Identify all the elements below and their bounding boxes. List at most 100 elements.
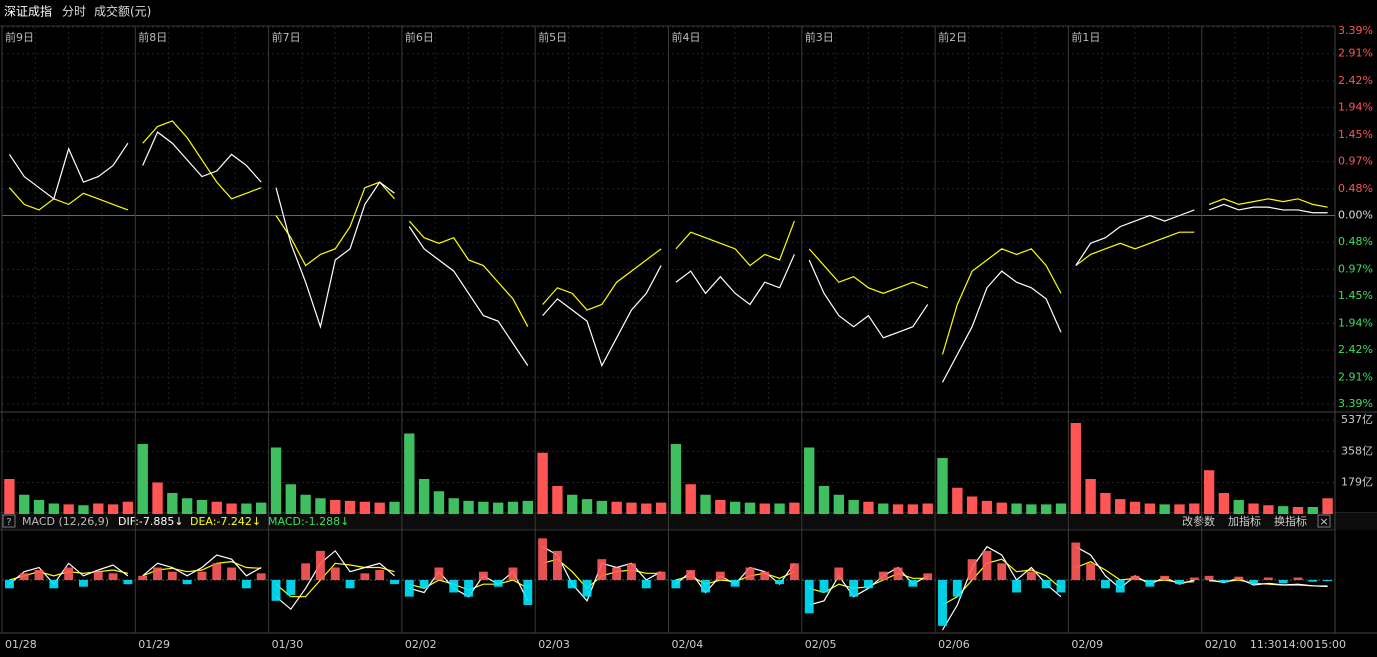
macd-bar (819, 580, 829, 593)
macd-bar (908, 580, 918, 587)
macd-bar (108, 573, 118, 580)
volume-bar (93, 503, 104, 514)
macd-bar (1130, 575, 1140, 580)
volume-bar (1218, 492, 1230, 514)
macd-bar (1234, 576, 1244, 580)
day-offset-label: 前2日 (938, 30, 967, 44)
button[interactable]: 改参数 (1182, 514, 1215, 528)
close-box[interactable] (1317, 514, 1331, 528)
macd-bar (641, 580, 651, 589)
volume-bar (1129, 501, 1141, 514)
y-tick-label: 1.94% (1338, 316, 1373, 329)
macd-bar (478, 571, 488, 580)
x-date-label: 02/02 (405, 638, 437, 651)
y-tick-label: 2.42% (1338, 343, 1373, 356)
macd-bar (715, 571, 725, 580)
volume-bar (567, 494, 578, 514)
volume-bar (1233, 499, 1244, 514)
avg-line (941, 248, 1062, 355)
macd-bar (212, 563, 222, 580)
price-line (142, 131, 262, 183)
volume-bar (256, 502, 267, 514)
price-line (542, 265, 662, 368)
macd-bar (375, 570, 385, 580)
volume-bar (818, 485, 830, 514)
macd-bar (286, 580, 296, 595)
y-tick-label: 0.48% (1338, 182, 1373, 195)
macd-bar (701, 580, 710, 593)
macd-bar (1086, 563, 1096, 580)
volume-bar (507, 501, 519, 514)
price-line (8, 142, 129, 200)
macd-bar (982, 550, 992, 580)
volume-bar (981, 500, 993, 514)
volume-bar (1292, 506, 1304, 514)
volume-bar (1115, 499, 1126, 514)
macd-bar (893, 567, 903, 580)
volume-tick-label: 358亿 (1341, 444, 1373, 457)
macd-bar (804, 580, 814, 614)
close-button[interactable]: × (1319, 515, 1328, 528)
volume-bar (715, 499, 726, 514)
macd-bar (1160, 575, 1170, 580)
volume-unit[interactable]: 成交额(元) (94, 4, 151, 19)
macd-header-bar (0, 513, 1377, 530)
macd-bar (434, 567, 444, 580)
dif-line (142, 554, 262, 577)
macd-bar (4, 580, 14, 589)
macd-bar (360, 573, 370, 580)
button[interactable]: 加指标 (1228, 514, 1261, 528)
macd-bar (745, 567, 755, 580)
avg-line (1208, 198, 1328, 208)
avg-line (142, 120, 262, 200)
day-offset-label: 前5日 (538, 30, 567, 44)
y-tick-label: 0.97% (1338, 262, 1373, 275)
y-tick-label: 1.45% (1338, 289, 1373, 302)
macd-bar (1204, 575, 1214, 580)
day-offset-label: 前9日 (5, 30, 34, 44)
macd-bar (552, 550, 562, 580)
macd-bar (79, 580, 88, 587)
macd-bar (419, 580, 429, 589)
x-time-label: 14:00 (1282, 638, 1314, 651)
help-icon[interactable]: ? (6, 517, 11, 528)
macd-bar (938, 580, 947, 626)
dif-line (275, 549, 395, 611)
macd-bar (345, 580, 355, 589)
macd-bar (138, 575, 148, 580)
volume-bar (389, 501, 400, 514)
volume-bar (196, 499, 208, 514)
macd-bar (730, 580, 740, 587)
y-tick-label: 3.39% (1338, 397, 1373, 410)
volume-bar (892, 504, 904, 514)
volume-bar (1144, 503, 1156, 514)
macd-bar (1115, 580, 1125, 593)
macd-bar (1263, 577, 1273, 580)
volume-bar (418, 478, 430, 514)
macd-bar (508, 567, 518, 580)
price-line (808, 259, 929, 339)
y-tick-label: 0.97% (1338, 155, 1373, 168)
macd-bar (1100, 580, 1110, 589)
volume-bar (863, 501, 874, 514)
button[interactable]: 换指标 (1274, 514, 1307, 528)
volume-bar (1011, 503, 1022, 514)
volume-bar (330, 499, 341, 514)
macd-bar (153, 567, 162, 580)
volume-bar (463, 500, 474, 514)
macd-bar (1026, 571, 1036, 580)
volume-bar (478, 501, 489, 514)
macd-bar (197, 571, 207, 580)
macd-bar (538, 538, 548, 580)
volume-bar (1070, 422, 1081, 514)
macd-bar (1278, 580, 1288, 584)
y-tick-label: 2.91% (1338, 370, 1373, 383)
index-title[interactable]: 深证成指 (4, 4, 52, 19)
macd-bar (182, 580, 192, 585)
macd-bar (923, 573, 933, 580)
help-box[interactable] (2, 514, 16, 528)
price-line (1075, 209, 1195, 266)
volume-bar (1100, 492, 1111, 514)
mode-tab[interactable]: 分时 (62, 5, 86, 19)
volume-bar (359, 501, 371, 514)
